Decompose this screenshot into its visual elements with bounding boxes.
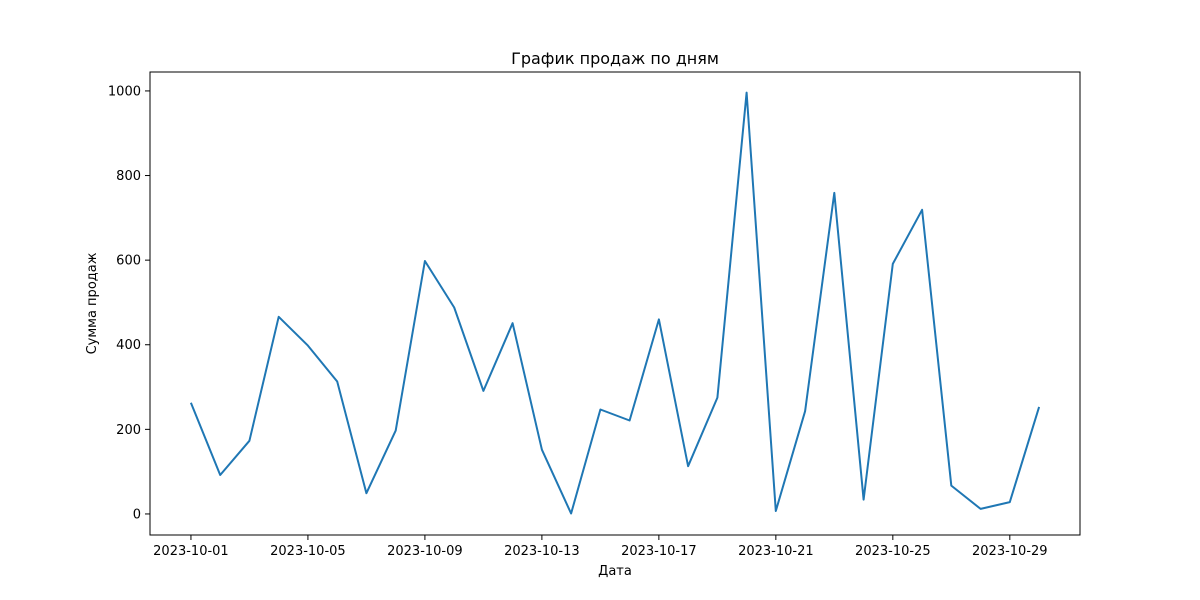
y-axis-label: Сумма продаж [85,252,100,354]
x-tick-label: 2023-10-25 [855,544,931,559]
sales-series-line [189,91,1041,515]
x-tick-label: 2023-10-17 [621,544,697,559]
plot-area: 2023-10-01 2023-10-05 2023-10-09 2023-10-13… [108,71,1081,559]
x-tick-label: 2023-10-05 [270,544,346,559]
x-tick-label: 2023-10-01 [153,544,229,559]
y-tick-label: 1000 [108,84,141,99]
x-tick-label: 2023-10-13 [504,544,580,559]
x-tick-label: 2023-10-09 [387,544,463,559]
chart-title: График продаж по дням [511,49,719,68]
y-axis-ticks: 0 200 400 600 800 1000 [108,84,150,522]
x-tick-label: 2023-10-29 [972,544,1048,559]
y-tick-label: 400 [116,338,141,353]
y-tick-label: 800 [116,169,141,184]
axes-frame [149,71,1081,536]
y-tick-label: 0 [133,507,141,522]
x-axis-ticks: 2023-10-01 2023-10-05 2023-10-09 2023-10-13… [153,535,1048,559]
y-tick-label: 600 [116,254,141,269]
x-axis-label: Дата [598,564,632,579]
x-tick-label: 2023-10-21 [738,544,814,559]
y-tick-label: 200 [116,423,141,438]
